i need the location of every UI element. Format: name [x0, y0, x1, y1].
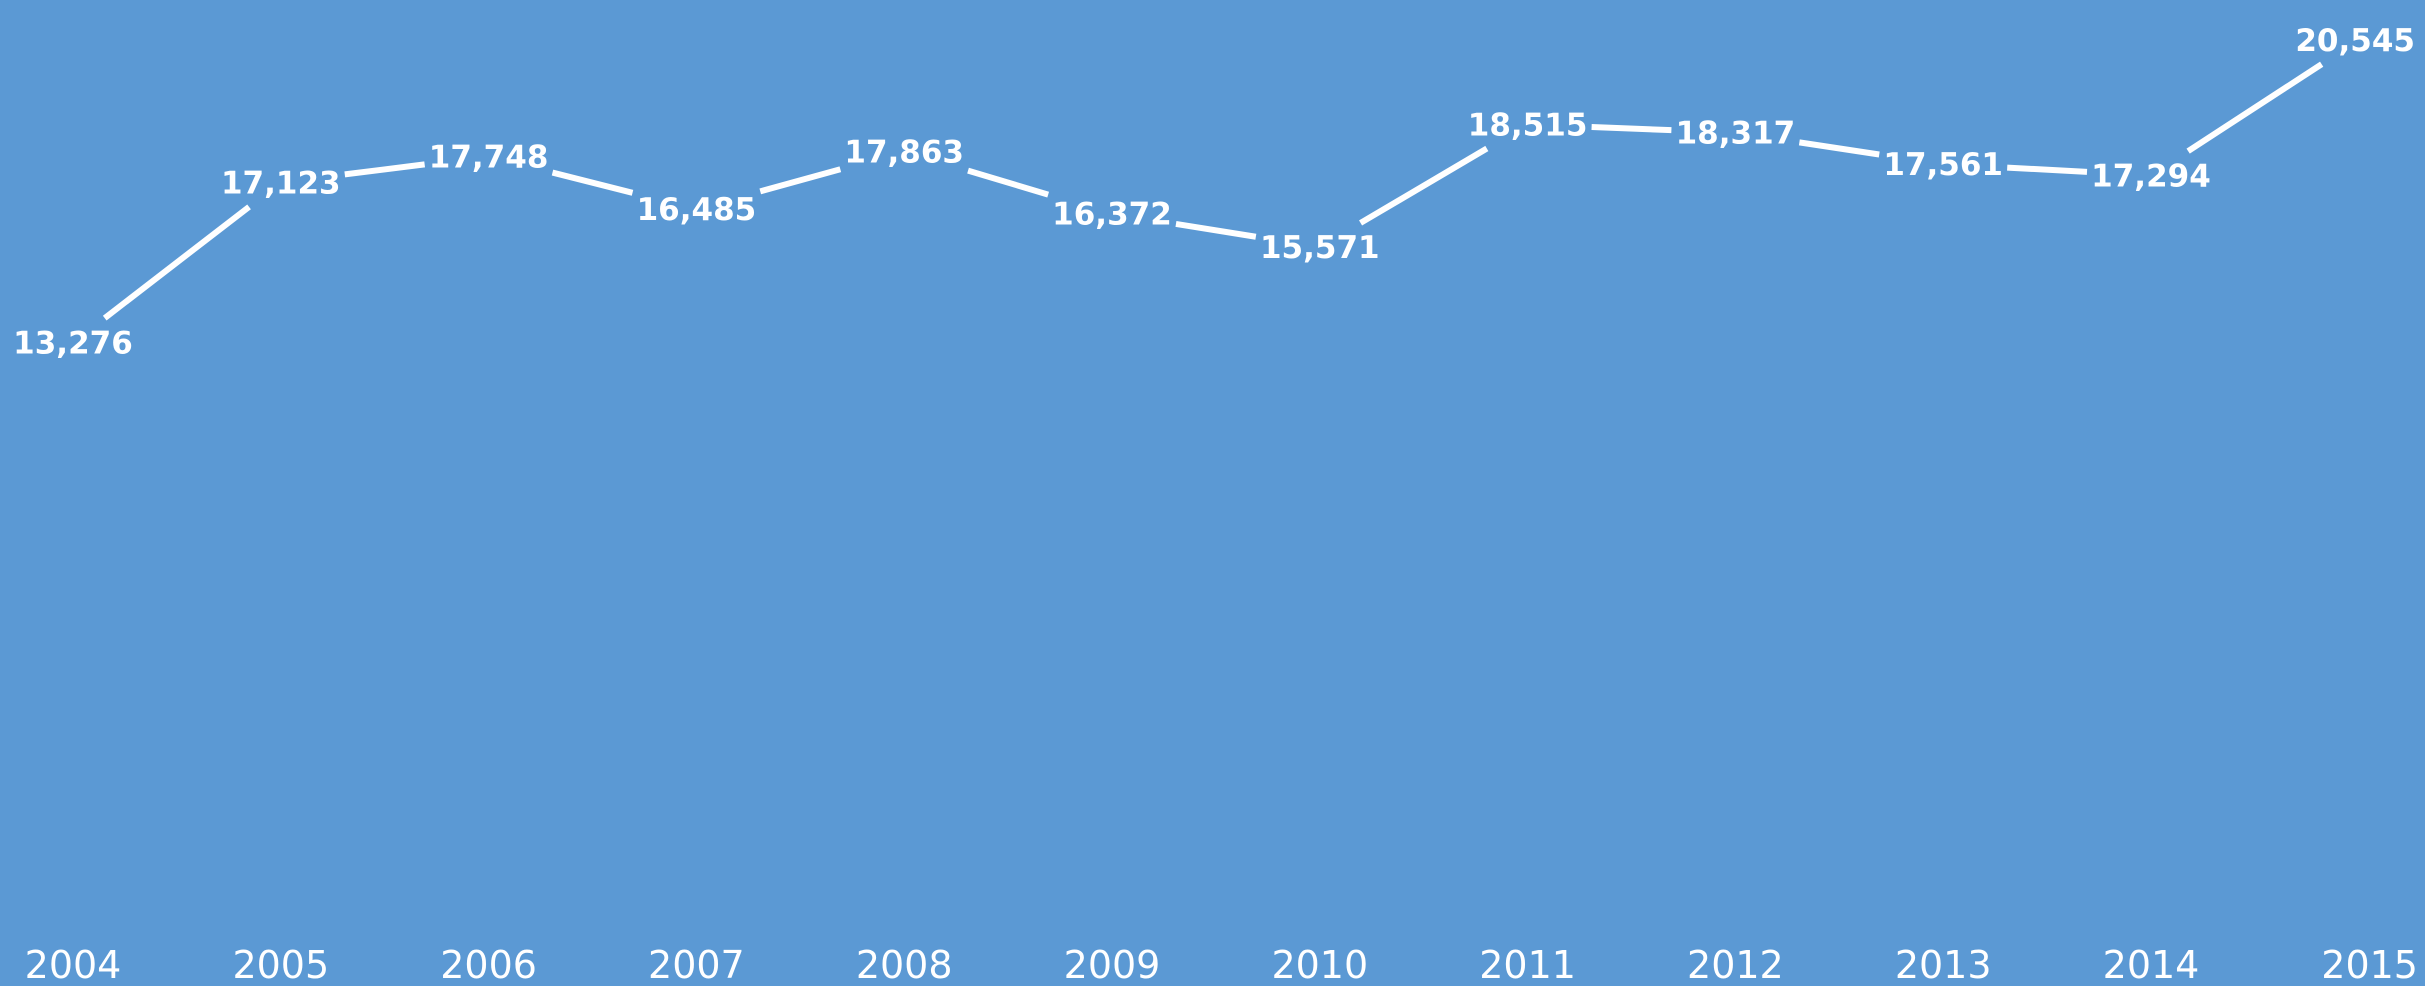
data-label-2014: 17,294	[2091, 158, 2211, 194]
x-axis-tick-labels: 2004 2005 2006 2007 2008 2009 2010 2011 2012 2013…	[25, 943, 2418, 986]
x-tick-label-2009: 2009	[1064, 943, 1161, 986]
x-tick-label-2007: 2007	[648, 943, 745, 986]
data-label-2009: 16,372	[1052, 197, 1172, 233]
line-segment-2009-2010	[1175, 220, 1257, 240]
data-label-2011: 18,515	[1468, 107, 1588, 143]
x-tick-label-2015: 2015	[2321, 943, 2418, 986]
line-segment-2004-2005	[102, 204, 251, 321]
data-label-2013: 17,561	[1883, 147, 2003, 183]
line-segment-2008-2009	[967, 167, 1050, 198]
line-segment-2014-2015	[2186, 61, 2324, 154]
line-segment-2010-2011	[1359, 145, 1489, 226]
drop-lines	[71, 66, 2361, 898]
series-line	[102, 61, 2324, 321]
line-segment-2007-2008	[759, 166, 842, 195]
data-label-2015: 20,545	[2295, 23, 2415, 59]
x-tick-label-2014: 2014	[2103, 943, 2200, 986]
data-label-2008: 17,863	[844, 135, 964, 171]
x-tick-label-2011: 2011	[1479, 943, 1576, 986]
x-tick-label-2010: 2010	[1271, 943, 1368, 986]
data-label-2006: 17,748	[429, 139, 549, 175]
x-tick-label-2006: 2006	[440, 943, 537, 986]
data-label-2005: 17,123	[221, 165, 341, 201]
x-tick-label-2004: 2004	[25, 943, 122, 986]
data-label-2012: 18,317	[1676, 116, 1796, 152]
x-tick-label-2013: 2013	[1895, 943, 1992, 986]
x-tick-label-2008: 2008	[856, 943, 953, 986]
line-segment-2013-2014	[2007, 164, 2088, 175]
line-segment-2006-2007	[551, 169, 634, 196]
data-label-2007: 16,485	[637, 192, 757, 228]
data-label-2010: 15,571	[1260, 230, 1380, 266]
x-tick-label-2005: 2005	[232, 943, 329, 986]
value-labels: 13,276 17,123 17,748 16,485 17,863 16,372 15,5…	[13, 23, 2415, 362]
line-segment-2005-2006	[344, 161, 426, 178]
line-segment-2011-2012	[1591, 124, 1672, 134]
x-tick-label-2012: 2012	[1687, 943, 1784, 986]
line-segment-2012-2013	[1798, 139, 1880, 158]
data-label-2004: 13,276	[13, 326, 133, 362]
